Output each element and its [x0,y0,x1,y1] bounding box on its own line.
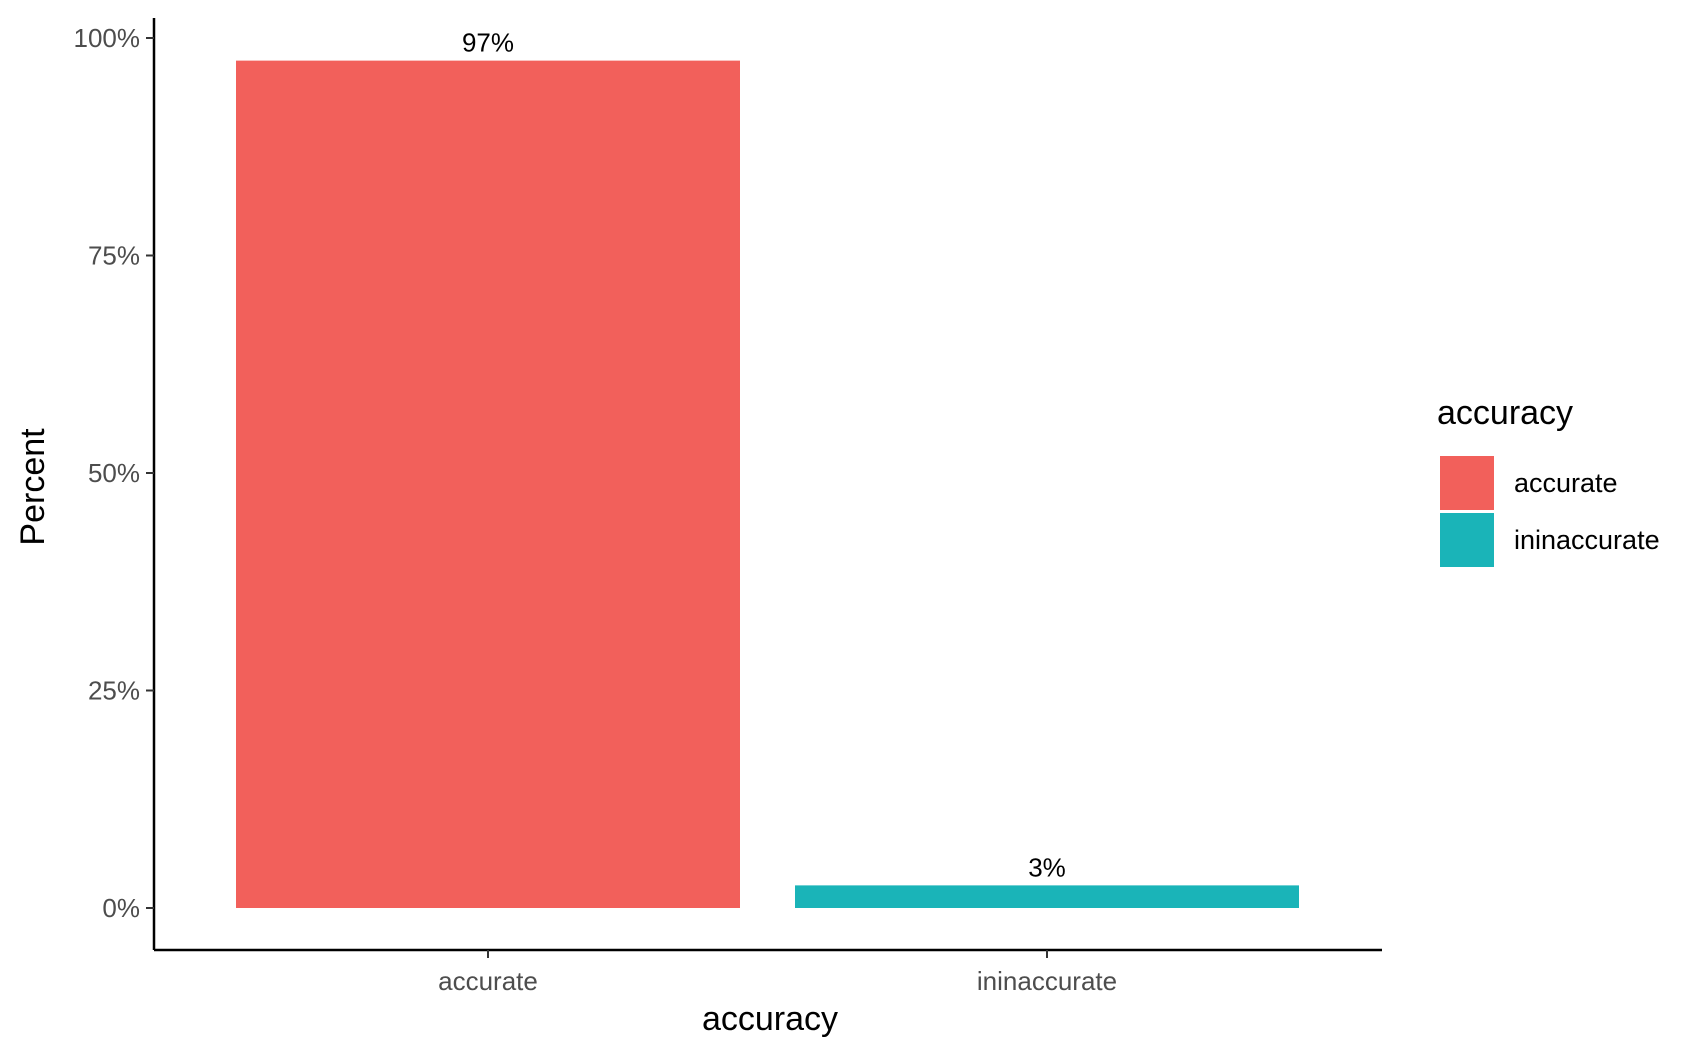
legend-label-ininaccurate: ininaccurate [1514,525,1660,555]
y-tick-label: 50% [88,458,140,488]
x-axis: accurate ininaccurate [154,948,1382,996]
data-labels-group: 97% 3% [462,28,1066,883]
legend-key-ininaccurate [1440,513,1494,567]
x-tick-label: accurate [438,966,538,996]
y-tick-label: 0% [102,893,140,923]
bar-ininaccurate [795,885,1299,908]
legend: accuracy accurate ininaccurate [1437,394,1660,567]
bars-group [236,60,1299,909]
data-label-ininaccurate: 3% [1028,852,1066,882]
legend-key-accurate [1440,456,1494,510]
x-axis-title: accuracy [702,1000,838,1038]
y-axis: 0% 25% 50% 75% 100% [74,18,156,950]
y-axis-title: Percent [14,428,52,546]
bar-accurate [236,60,740,909]
data-label-accurate: 97% [462,28,514,58]
y-tick-label: 100% [74,23,141,53]
x-tick-label: ininaccurate [977,966,1117,996]
y-tick-label: 75% [88,241,140,271]
y-tick-label: 25% [88,676,140,706]
legend-label-accurate: accurate [1514,468,1618,498]
legend-title: accuracy [1437,394,1573,432]
